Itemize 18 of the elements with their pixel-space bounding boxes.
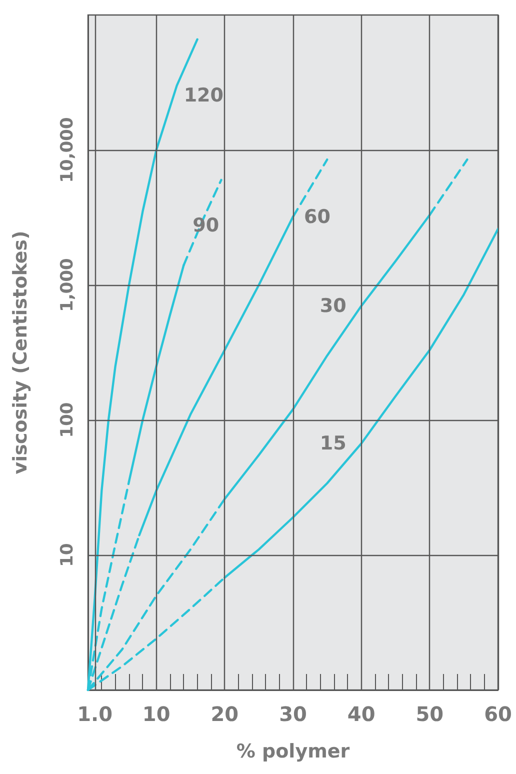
x-tick-label: 30 [279, 702, 307, 726]
series-label: 60 [304, 206, 330, 228]
x-tick-label: 20 [210, 702, 239, 726]
series-label: 15 [320, 432, 346, 454]
x-tick-label: 60 [484, 702, 512, 726]
y-tick-label: 1,000 [58, 258, 78, 312]
series-label: 90 [192, 214, 220, 236]
y-tick-label: 10,000 [58, 117, 78, 183]
x-axis-title: % polymer [236, 740, 350, 762]
x-tick-label: 40 [347, 702, 376, 726]
x-tick-label: 10 [142, 702, 170, 726]
y-axis-title: viscosity (Centistokes) [10, 230, 32, 474]
y-tick-label: 100 [58, 402, 78, 438]
y-tick-label: 10 [58, 543, 78, 567]
series-label: 120 [184, 84, 224, 107]
series-label: 30 [320, 294, 346, 317]
x-tick-label: 1.0 [77, 702, 113, 726]
x-tick-label: 50 [416, 702, 444, 726]
